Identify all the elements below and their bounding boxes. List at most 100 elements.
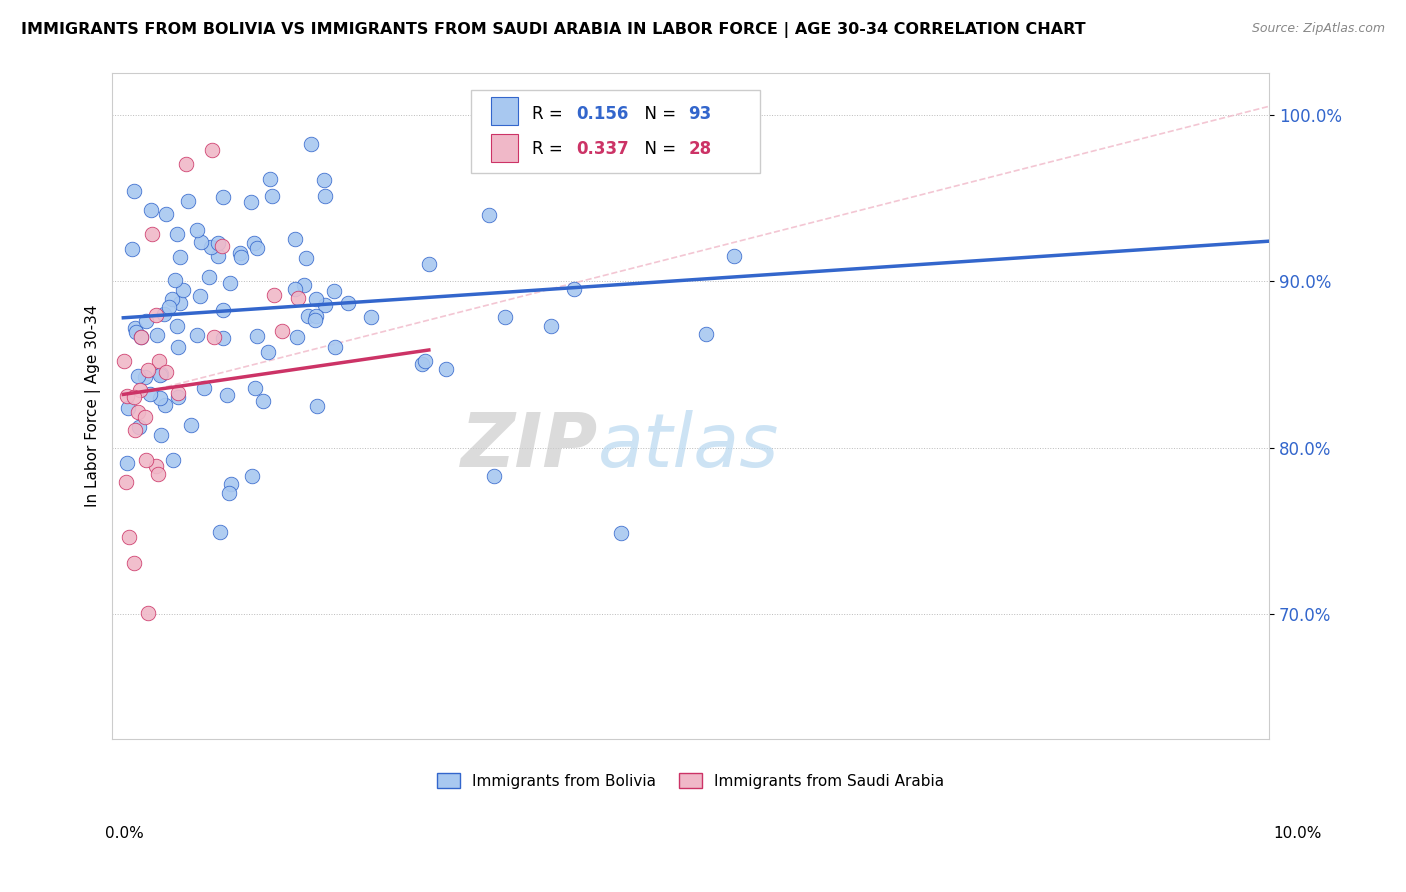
Point xyxy=(411,357,433,371)
Point xyxy=(153,307,176,321)
Point xyxy=(122,556,145,570)
Point xyxy=(124,320,146,334)
Point xyxy=(186,223,208,237)
Text: 0.337: 0.337 xyxy=(576,140,628,158)
Point xyxy=(129,329,152,343)
Point xyxy=(149,427,172,442)
Point xyxy=(299,136,322,151)
Point xyxy=(200,240,222,254)
Point xyxy=(169,296,191,310)
Point xyxy=(304,310,326,324)
Point xyxy=(360,310,382,324)
Point xyxy=(190,235,212,250)
Point xyxy=(128,420,150,434)
Point xyxy=(609,526,631,541)
Point xyxy=(494,310,516,325)
Point xyxy=(219,276,242,290)
Point xyxy=(136,362,159,376)
Point xyxy=(118,530,141,544)
Point xyxy=(218,485,240,500)
Point xyxy=(259,172,281,186)
Point xyxy=(149,368,172,382)
Point xyxy=(304,313,326,327)
Point xyxy=(212,190,235,204)
Point xyxy=(284,232,307,246)
Point xyxy=(201,143,224,157)
Point xyxy=(231,250,253,264)
Point xyxy=(172,283,194,297)
Point xyxy=(252,393,274,408)
Point xyxy=(292,278,315,293)
Point xyxy=(127,405,149,419)
Point xyxy=(245,381,267,395)
Point xyxy=(323,284,346,298)
Point xyxy=(117,401,139,416)
Point xyxy=(284,282,307,296)
Point xyxy=(115,389,138,403)
Point xyxy=(162,453,184,467)
Point xyxy=(337,295,360,310)
Point xyxy=(263,288,285,302)
Point xyxy=(211,331,233,345)
Point xyxy=(153,398,176,412)
Text: N =: N = xyxy=(634,104,682,122)
Point xyxy=(134,410,156,425)
Point xyxy=(148,354,170,368)
Point xyxy=(325,340,347,354)
Point xyxy=(215,388,238,402)
Point xyxy=(146,328,169,343)
Point xyxy=(186,328,208,343)
Point xyxy=(229,245,252,260)
Text: Source: ZipAtlas.com: Source: ZipAtlas.com xyxy=(1251,22,1385,36)
Point xyxy=(166,318,188,333)
Point xyxy=(208,525,231,540)
Point xyxy=(141,227,163,242)
Point xyxy=(305,399,328,413)
Point xyxy=(256,344,278,359)
Point xyxy=(246,241,269,255)
Point xyxy=(145,458,167,473)
Text: 0.0%: 0.0% xyxy=(105,827,145,841)
Point xyxy=(562,282,585,296)
Point xyxy=(415,354,437,368)
Point xyxy=(163,272,186,286)
Text: 10.0%: 10.0% xyxy=(1274,827,1322,841)
Point xyxy=(141,203,163,218)
Point xyxy=(314,173,336,187)
Point xyxy=(295,252,318,266)
Point xyxy=(297,309,319,323)
Point xyxy=(197,269,219,284)
Text: 93: 93 xyxy=(689,104,711,122)
Point xyxy=(135,314,157,328)
Point xyxy=(134,369,156,384)
FancyBboxPatch shape xyxy=(491,97,519,125)
Point xyxy=(145,308,167,322)
Point xyxy=(136,606,159,620)
Point xyxy=(124,390,146,404)
Point xyxy=(246,329,269,343)
Point xyxy=(174,156,197,170)
Point xyxy=(540,318,562,333)
Point xyxy=(260,189,283,203)
Point xyxy=(193,381,215,395)
Point xyxy=(155,207,177,221)
Point xyxy=(202,330,225,344)
Text: atlas: atlas xyxy=(598,410,779,482)
Point xyxy=(129,383,152,397)
Point xyxy=(484,468,506,483)
Point xyxy=(188,288,211,302)
Point xyxy=(434,362,457,376)
Text: N =: N = xyxy=(634,140,682,158)
FancyBboxPatch shape xyxy=(471,89,761,173)
Point xyxy=(723,250,745,264)
Point xyxy=(166,386,188,401)
Point xyxy=(695,326,717,341)
Point xyxy=(169,250,191,264)
Text: 0.156: 0.156 xyxy=(576,104,628,122)
Point xyxy=(122,184,145,198)
Point xyxy=(124,423,146,437)
Point xyxy=(166,227,188,241)
Point xyxy=(112,354,135,368)
Text: ZIP: ZIP xyxy=(461,409,598,483)
Point xyxy=(167,341,190,355)
